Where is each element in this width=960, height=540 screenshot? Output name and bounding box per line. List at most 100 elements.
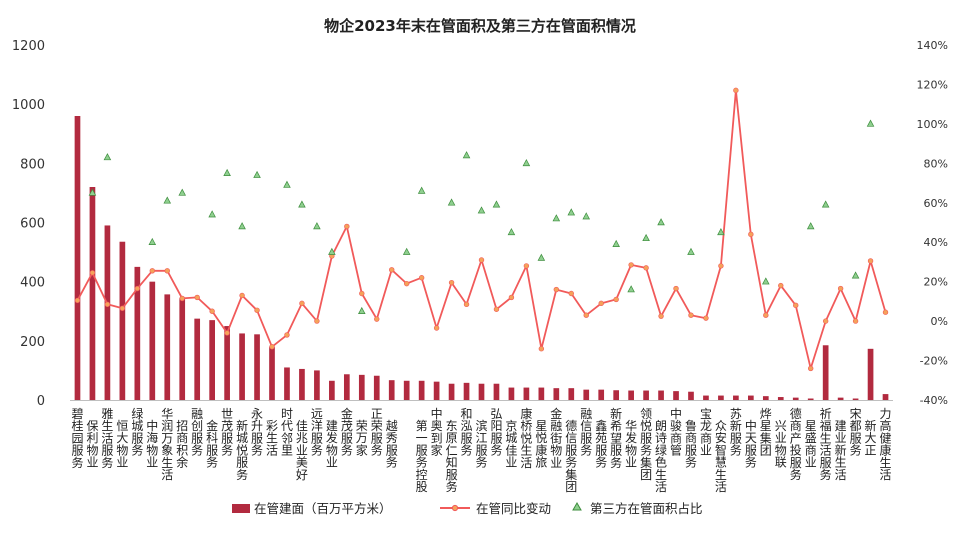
category-label: 远洋服务 — [311, 407, 323, 458]
category-label: 中海物业 — [146, 418, 158, 470]
scatter-point — [88, 188, 97, 196]
bar — [688, 391, 694, 400]
bar-series — [74, 116, 889, 400]
left-tick-label: 800 — [20, 157, 45, 172]
right-tick-label: 0% — [931, 315, 948, 328]
bar — [433, 381, 440, 400]
line-point — [703, 315, 709, 321]
scatter-point — [821, 200, 830, 208]
category-label: 京城佳业 — [505, 419, 517, 470]
scatter-point — [253, 170, 261, 178]
bar — [463, 382, 470, 400]
category-label: 金融街物业 — [550, 406, 562, 470]
category-label: 时代邻里 — [281, 407, 293, 458]
scatter-point — [148, 237, 157, 245]
line-point — [344, 223, 350, 230]
line-point — [598, 300, 604, 307]
bar — [762, 396, 769, 400]
right-tick-label: 80% — [924, 157, 948, 170]
line-point — [224, 330, 230, 336]
line-point — [852, 318, 859, 324]
scatter-point — [313, 222, 321, 230]
bar — [643, 390, 649, 400]
scatter-point — [178, 188, 187, 196]
category-label: 烨星集团 — [760, 407, 772, 458]
category-label: 绿城服务 — [131, 406, 143, 458]
bar — [718, 395, 724, 400]
bar — [448, 383, 455, 400]
line-point — [553, 286, 560, 293]
category-label: 新希望服务 — [610, 406, 622, 470]
category-label: 永升服务 — [251, 407, 263, 458]
category-label: 星悦康旅 — [535, 419, 547, 470]
left-axis: 0 200 400 600 800 1000 1200 — [12, 39, 45, 409]
category-label: 宋都服务 — [850, 406, 862, 458]
bar — [239, 333, 245, 400]
legend-bar-label: 在管建面（百万平方米） — [254, 501, 392, 516]
category-label: 领悦服务集团 — [640, 407, 652, 482]
legend-scatter-marker — [572, 501, 582, 511]
line-point — [763, 312, 769, 318]
category-label: 雅生活服务 — [101, 406, 113, 470]
bar — [343, 374, 350, 400]
category-label: 鲁商服务 — [685, 419, 697, 470]
line-point — [254, 307, 260, 313]
scatter-point — [582, 212, 591, 220]
line-point — [209, 308, 215, 314]
line-point — [359, 290, 365, 297]
scatter-point — [806, 222, 815, 230]
line-point — [658, 313, 664, 319]
legend-bar-swatch — [232, 504, 250, 513]
bar — [269, 346, 275, 400]
bar — [254, 334, 260, 400]
bar — [224, 326, 230, 400]
line-point — [389, 267, 395, 273]
line-point — [299, 300, 305, 307]
bar — [613, 390, 620, 400]
legend: 在管建面（百万平方米） 在管同比变动 第三方在管面积占比 — [232, 501, 703, 516]
line-point — [882, 309, 889, 315]
line-point — [164, 268, 170, 274]
category-label: 建发物业 — [326, 419, 338, 470]
category-label: 荣万家 — [356, 419, 368, 457]
legend-line-marker — [451, 504, 459, 512]
right-tick-label: 100% — [917, 118, 948, 131]
bar — [673, 391, 679, 400]
left-tick-label: 600 — [20, 217, 45, 232]
line-point — [807, 365, 814, 372]
line-point — [463, 301, 470, 308]
scatter-point — [612, 239, 620, 247]
line-point — [314, 318, 320, 324]
bar — [134, 266, 141, 400]
category-label: 中天服务 — [745, 418, 757, 470]
scatter-point — [851, 271, 860, 279]
line-point — [508, 294, 515, 301]
bar — [658, 390, 664, 400]
bar — [388, 380, 395, 400]
bar — [329, 380, 335, 400]
scatter-point — [522, 158, 531, 167]
line-point — [89, 270, 96, 276]
category-label: 康桥悦生活 — [520, 406, 532, 470]
bar — [74, 116, 81, 400]
category-label: 弘阳服务 — [490, 407, 502, 458]
bar — [628, 390, 634, 400]
category-label: 中骏商管 — [670, 406, 682, 458]
category-label: 金科服务 — [206, 418, 218, 470]
line-point — [493, 306, 500, 312]
scatter-point — [223, 168, 231, 176]
scatter-point — [507, 228, 516, 236]
category-label: 德信服务集团 — [565, 418, 577, 494]
category-label: 兴业物联 — [775, 419, 787, 470]
category-label: 苏新服务 — [730, 407, 742, 458]
scatter-point — [417, 186, 426, 194]
category-label: 新城悦服务 — [236, 418, 248, 482]
line-point — [523, 263, 530, 269]
category-label: 世茂服务 — [221, 407, 233, 458]
line-series — [74, 87, 889, 372]
category-label: 金茂服务 — [341, 406, 353, 458]
bar — [837, 397, 844, 400]
bar — [822, 345, 829, 400]
